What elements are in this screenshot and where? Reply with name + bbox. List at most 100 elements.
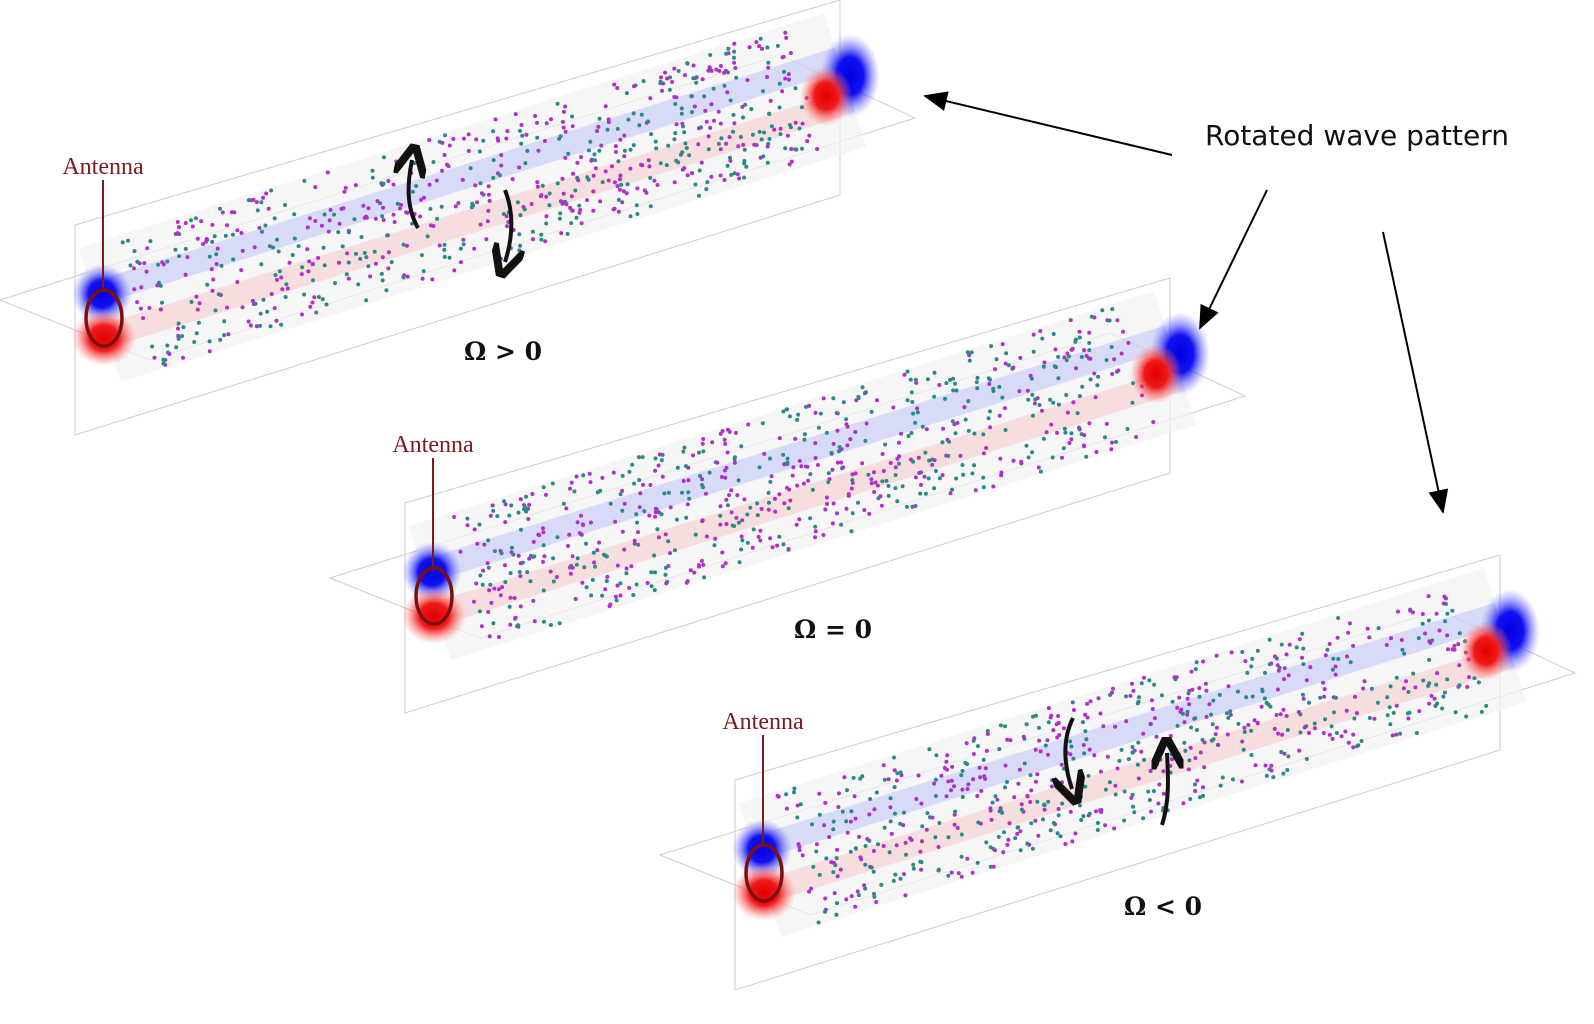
particle [647,164,652,169]
particle [1359,739,1364,743]
particle [884,478,889,483]
particle [584,585,589,590]
particle [1064,358,1069,363]
particle [1142,675,1146,680]
particle [156,280,161,285]
particle [1113,792,1118,797]
particle [551,579,556,584]
particle [1186,691,1191,696]
particle [841,465,846,470]
particle [1404,679,1408,684]
particle [531,598,536,603]
particle [1128,693,1133,698]
particle [176,336,181,341]
tube [78,13,867,382]
particle [741,142,746,147]
particle [723,475,728,480]
particle [897,461,901,466]
particle [591,208,596,213]
particle [156,262,161,267]
particle [1139,749,1144,754]
particle [844,417,849,422]
particle [888,819,893,824]
particle [786,547,791,551]
particle [838,867,843,872]
particle [316,255,321,260]
particle [458,260,463,265]
particle [872,894,877,899]
particle [718,64,723,68]
particle [139,285,144,290]
particle [664,163,669,168]
particle [1025,794,1030,799]
particle [1035,772,1040,777]
particle [1245,670,1250,675]
particle [174,345,179,350]
particle [152,355,157,360]
particle [908,377,913,382]
particle [1077,425,1081,430]
particle [1112,826,1117,831]
particle [147,306,152,310]
particle [685,61,690,66]
particle [1183,748,1188,753]
particle [1069,437,1074,442]
particle [600,593,605,598]
particle [358,256,363,261]
particle [518,213,523,218]
particle [541,485,546,490]
particle [637,123,642,128]
particle [1071,400,1076,405]
particle [1282,677,1286,682]
particle [933,777,938,782]
particle [723,561,728,566]
particle [666,143,671,148]
particle [544,194,549,199]
particle [797,126,802,131]
particle [620,508,625,513]
particle [1282,751,1287,756]
particle [883,442,888,447]
particle [670,80,675,84]
particle [1172,675,1177,680]
particle [513,615,518,620]
particle [525,570,530,575]
particle [1074,366,1079,371]
particle [482,542,487,547]
particle [226,332,231,337]
particle [1065,351,1070,356]
particle [758,36,763,41]
particle [223,233,228,238]
particle [470,201,475,206]
particle [911,459,915,464]
particle [313,185,318,190]
particle [732,171,737,176]
particle [577,203,582,208]
particle [807,403,812,408]
particle [1136,776,1141,781]
particle [749,107,754,112]
particle [1353,694,1357,699]
particle [1300,631,1305,636]
particle [606,178,611,183]
particle [218,337,223,342]
particle [911,866,916,871]
particle [1037,725,1041,730]
particle [405,210,410,215]
particle [823,909,827,914]
particle [561,125,566,130]
particle [1055,831,1060,836]
particle [1126,340,1131,345]
particle [1203,681,1208,686]
particle [560,176,565,181]
particle [1301,696,1306,701]
particle [745,512,750,517]
particle [725,90,730,95]
particle [975,375,980,380]
particle [518,497,523,502]
particle [1344,708,1349,713]
particle [600,180,605,185]
particle [548,569,553,574]
particle [536,148,541,153]
particle [899,431,904,436]
